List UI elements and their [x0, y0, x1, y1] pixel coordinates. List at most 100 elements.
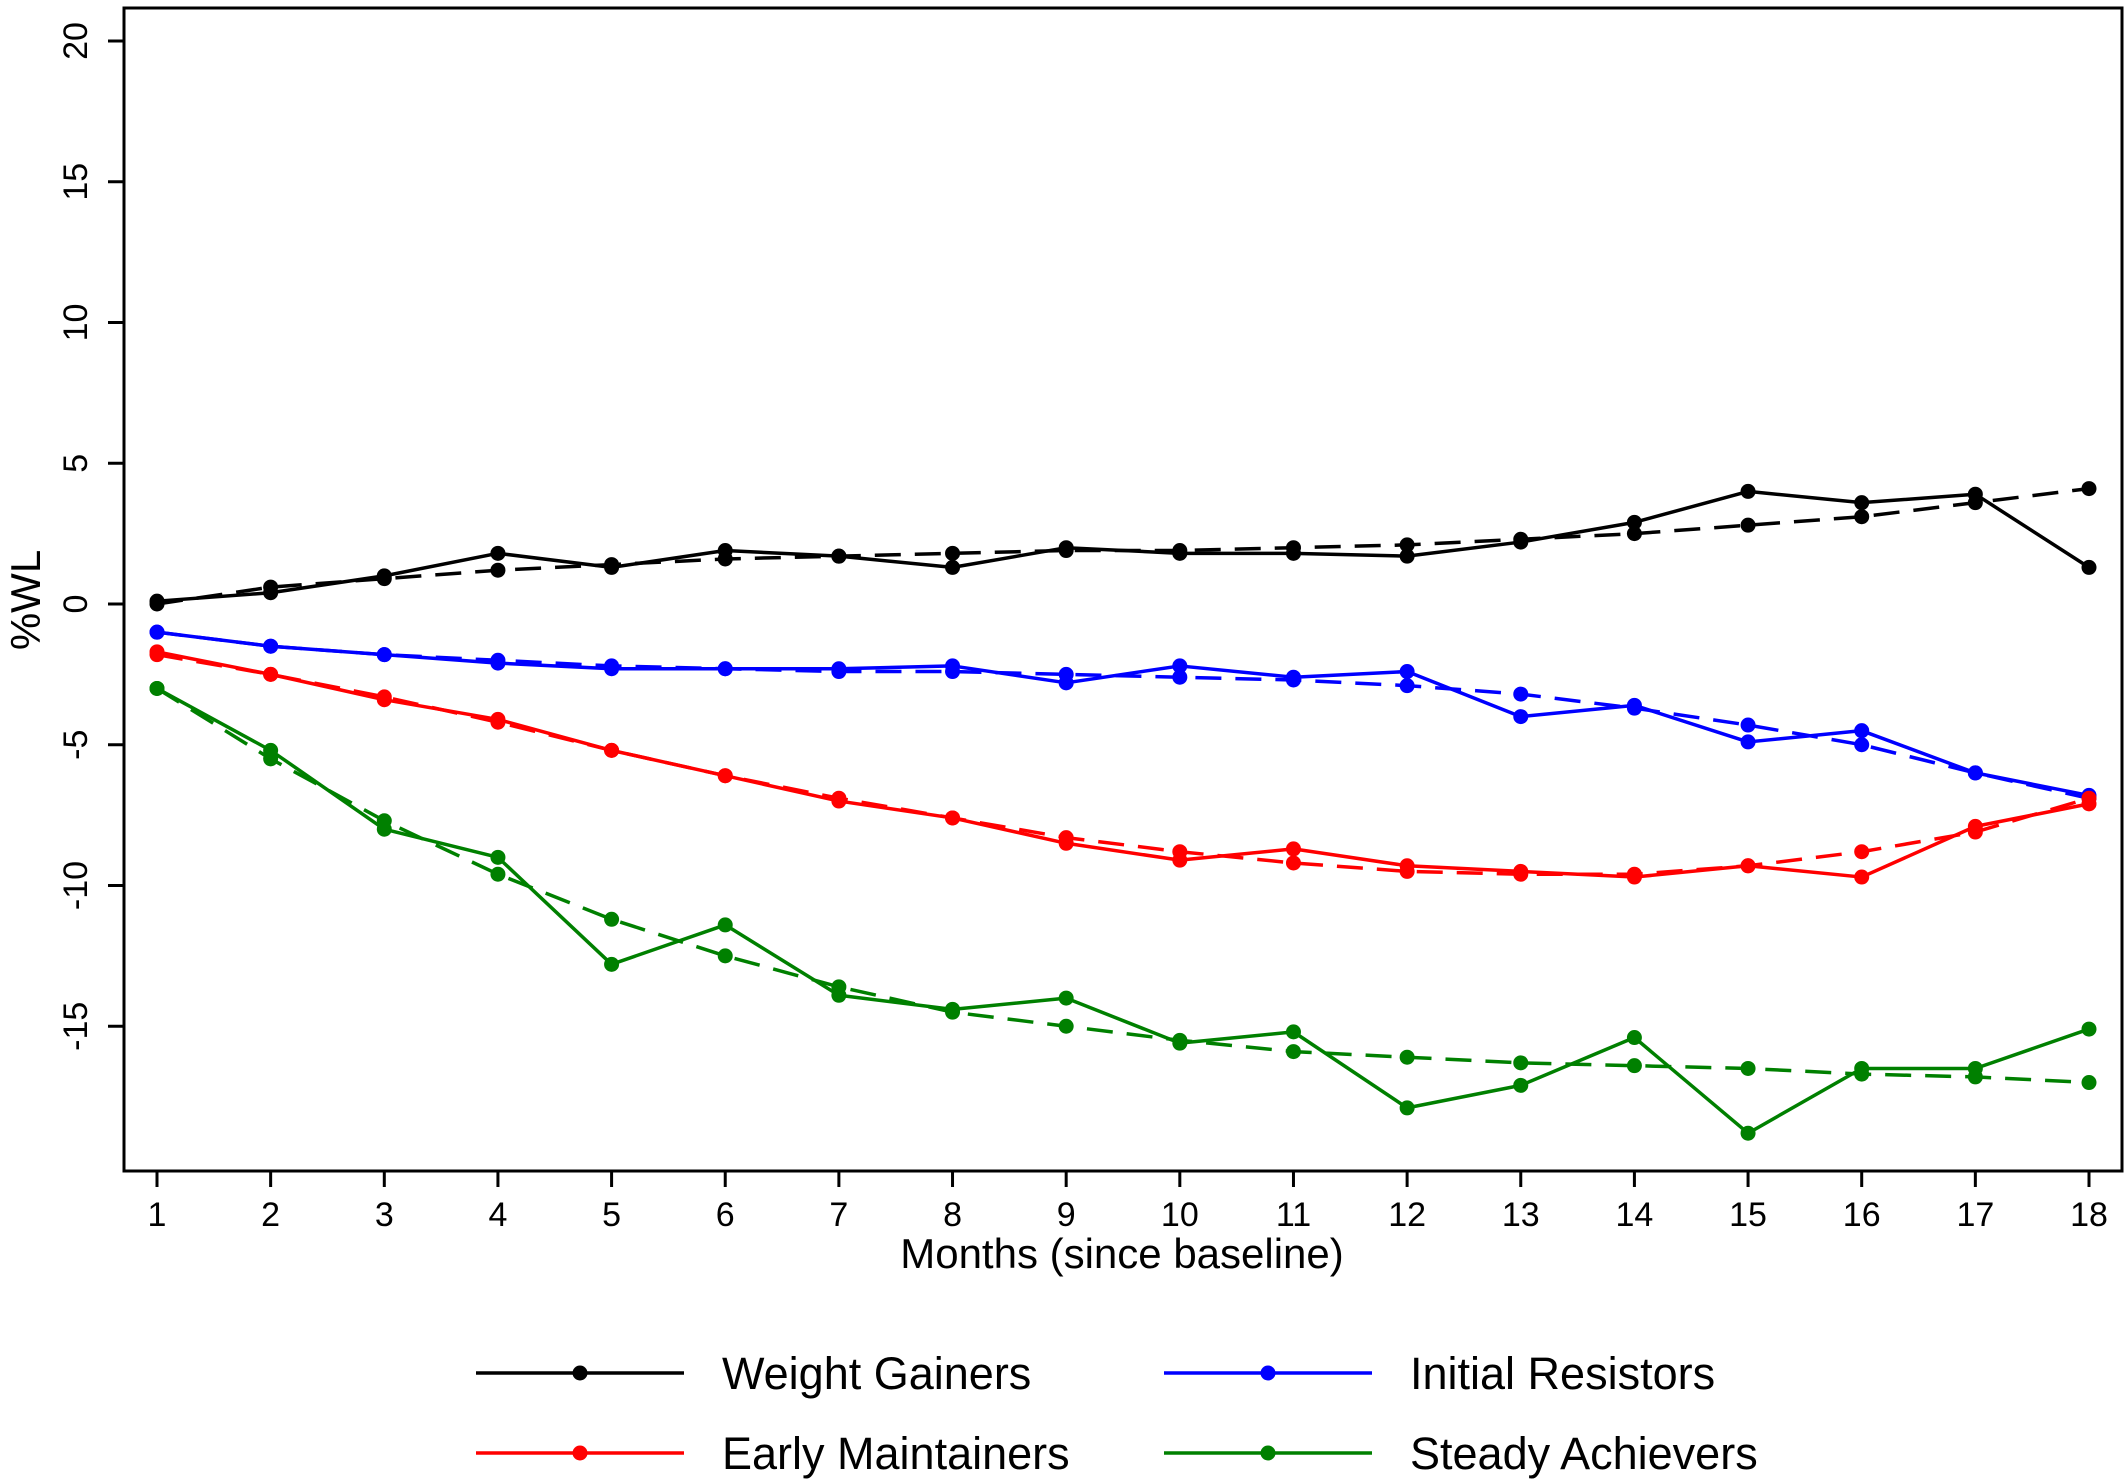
- fitted-point: [1399, 678, 1415, 694]
- observed-point: [2081, 796, 2097, 812]
- fitted-point: [717, 948, 733, 964]
- observed-line: [156, 686, 2090, 1135]
- observed-point: [1513, 534, 1529, 550]
- y-axis: -15 -10 -5 0 5 10 15 20: [57, 22, 126, 1051]
- x-tick-label: 17: [1956, 1196, 1994, 1234]
- observed-point: [717, 917, 733, 933]
- fitted-point: [1626, 1058, 1642, 1074]
- observed-point: [1626, 697, 1642, 713]
- fitted-point: [1172, 669, 1188, 685]
- x-axis: 1 2 3 4 5 6 7 8 9 10 11 12 13 14 15 16 17 18: [148, 1169, 2108, 1234]
- observed-line: [156, 630, 2090, 798]
- x-tick-label: 9: [1057, 1196, 1076, 1234]
- series-initial-resistors: [149, 624, 2097, 806]
- x-tick-label: 2: [261, 1196, 280, 1234]
- observed-point: [831, 987, 847, 1003]
- observed-point: [945, 658, 961, 674]
- observed-point: [1854, 869, 1870, 885]
- observed-point: [1399, 1100, 1415, 1116]
- fitted-point: [1854, 844, 1870, 860]
- fitted-point: [945, 545, 961, 561]
- observed-point: [1058, 540, 1074, 556]
- x-tick-label: 3: [375, 1196, 394, 1234]
- observed-point: [945, 559, 961, 575]
- fitted-point: [1058, 1018, 1074, 1034]
- observed-point: [1854, 1060, 1870, 1076]
- fitted-point: [604, 911, 620, 927]
- observed-point: [490, 655, 506, 671]
- legend: Weight Gainers Initial Resistors Early Mai…: [476, 1348, 1758, 1479]
- series-steady-achievers: [149, 680, 2097, 1141]
- observed-point: [604, 661, 620, 677]
- fitted-line: [156, 486, 2090, 606]
- observed-point: [1285, 545, 1301, 561]
- x-tick-label: 8: [943, 1196, 962, 1234]
- legend-swatch-point: [572, 1365, 588, 1381]
- fitted-point: [490, 866, 506, 882]
- observed-point: [1399, 664, 1415, 680]
- observed-point: [1740, 1125, 1756, 1141]
- x-tick-label: 7: [829, 1196, 848, 1234]
- legend-label: Initial Resistors: [1410, 1348, 1715, 1399]
- fitted-point: [1285, 1044, 1301, 1060]
- observed-point: [717, 543, 733, 559]
- x-tick-label: 1: [148, 1196, 167, 1234]
- observed-point: [1626, 869, 1642, 885]
- observed-point: [945, 1001, 961, 1017]
- observed-point: [263, 742, 279, 758]
- x-tick-label: 6: [716, 1196, 735, 1234]
- legend-label: Steady Achievers: [1410, 1428, 1758, 1479]
- x-tick-label: 14: [1615, 1196, 1653, 1234]
- observed-point: [604, 742, 620, 758]
- observed-point: [1513, 1077, 1529, 1093]
- legend-label: Weight Gainers: [722, 1348, 1031, 1399]
- x-tick-label: 12: [1388, 1196, 1426, 1234]
- y-axis-title: %WL: [2, 550, 49, 650]
- observed-point: [490, 849, 506, 865]
- observed-point: [376, 647, 392, 663]
- fitted-line: [156, 630, 2090, 800]
- observed-point: [1172, 545, 1188, 561]
- observed-point: [831, 793, 847, 809]
- y-tick-label: -15: [57, 1002, 95, 1051]
- x-tick-label: 15: [1729, 1196, 1767, 1234]
- observed-point: [490, 545, 506, 561]
- y-tick-label: -5: [57, 730, 95, 760]
- observed-point: [1967, 486, 1983, 502]
- observed-point: [1967, 765, 1983, 781]
- observed-point: [376, 692, 392, 708]
- fitted-point: [1854, 737, 1870, 753]
- observed-point: [263, 638, 279, 654]
- legend-item: Weight Gainers: [476, 1348, 1031, 1399]
- legend-swatch-point: [1260, 1445, 1276, 1461]
- fitted-point: [1285, 855, 1301, 871]
- fitted-point: [2081, 481, 2097, 497]
- observed-point: [1513, 709, 1529, 725]
- observed-point: [717, 661, 733, 677]
- y-tick-label: 15: [57, 163, 95, 201]
- observed-point: [263, 666, 279, 682]
- observed-point: [945, 810, 961, 826]
- observed-point: [1626, 514, 1642, 530]
- fitted-point: [1854, 509, 1870, 525]
- observed-point: [149, 680, 165, 696]
- fitted-point: [1740, 517, 1756, 533]
- observed-point: [2081, 1021, 2097, 1037]
- fitted-point: [1626, 526, 1642, 542]
- y-tick-label: 0: [57, 595, 95, 614]
- fitted-point: [1740, 717, 1756, 733]
- fitted-point: [1513, 1055, 1529, 1071]
- observed-point: [149, 644, 165, 660]
- observed-point: [1513, 863, 1529, 879]
- fitted-line: [156, 652, 2090, 876]
- y-tick-label: 10: [57, 304, 95, 342]
- observed-point: [1285, 841, 1301, 857]
- fitted-point: [1399, 1049, 1415, 1065]
- x-tick-label: 5: [602, 1196, 621, 1234]
- observed-point: [1854, 495, 1870, 511]
- x-tick-label: 11: [1276, 1196, 1311, 1234]
- series-layer: [149, 481, 2097, 1141]
- observed-point: [1172, 658, 1188, 674]
- observed-point: [1854, 723, 1870, 739]
- x-tick-label: 18: [2070, 1196, 2108, 1234]
